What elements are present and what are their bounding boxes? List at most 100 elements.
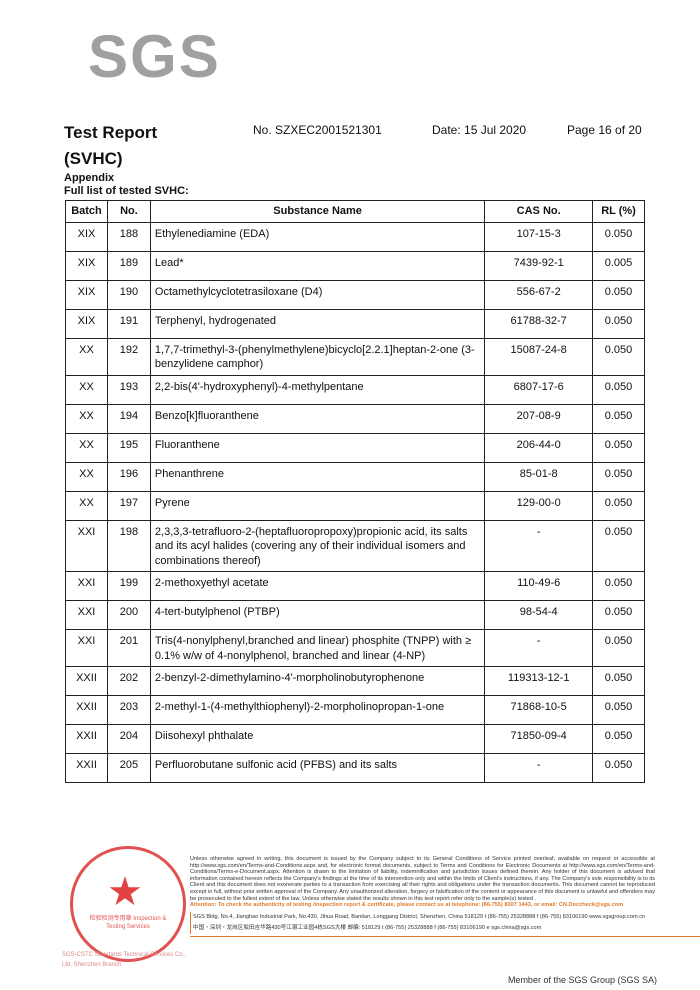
cas-cell: - — [484, 629, 594, 667]
appendix-heading: Appendix Full list of tested SVHC: — [64, 172, 189, 198]
cas-cell: 129-00-0 — [484, 490, 594, 521]
substance-cell: 4-tert-butylphenol (PTBP) — [149, 600, 486, 630]
cas-cell: - — [484, 753, 594, 783]
cas-cell: 61788-32-7 — [484, 308, 594, 339]
substance-cell: Phenanthrene — [149, 461, 486, 492]
no-cell: 190 — [106, 279, 151, 310]
batch-cell: XXII — [65, 695, 108, 725]
list-title: Full list of tested SVHC: — [64, 185, 189, 197]
no-cell: 201 — [106, 629, 151, 667]
cas-cell: 15087-24-8 — [484, 337, 594, 376]
attention-text: Attention: To check the authenticity of … — [190, 902, 624, 909]
no-cell: 204 — [106, 724, 151, 754]
rl-cell: 0.050 — [592, 666, 645, 696]
address-en: SGS Bldg, No.4, Jianghao Industrial Park… — [193, 913, 646, 920]
footer-block: Unless otherwise agreed in writing, this… — [190, 856, 700, 937]
rl-cell: 0.050 — [592, 374, 645, 405]
batch-cell: XX — [65, 403, 108, 434]
substance-cell: 2,3,3,3-tetrafluoro-2-(heptafluoropropox… — [149, 519, 486, 572]
substance-cell: 1,7,7-trimethyl-3-(phenylmethylene)bicyc… — [149, 337, 486, 376]
address-cn: 中国・深圳・龙岗区坂田吉华路430号江灏工业园4栋SGS大楼 邮编: 51812… — [193, 924, 542, 931]
cas-cell: 85-01-8 — [484, 461, 594, 492]
cas-cell: 207-08-9 — [484, 403, 594, 434]
cas-cell: 206-44-0 — [484, 432, 594, 463]
legal-disclaimer: Unless otherwise agreed in writing, this… — [190, 856, 655, 909]
rl-cell: 0.050 — [592, 571, 645, 601]
cas-cell: 71850-09-4 — [484, 724, 594, 754]
company-name: SGS-CSTC Standards Technical Services Co… — [62, 952, 186, 968]
rl-cell: 0.050 — [592, 432, 645, 463]
batch-cell: XIX — [65, 250, 108, 281]
table-row: XXII 204 Diisohexyl phthalate 71850-09-4 0.0… — [65, 724, 645, 754]
batch-cell: XIX — [65, 221, 108, 252]
table-row: XX 197 Pyrene 129-00-0 0.050 — [65, 490, 645, 521]
page-title: Test Report (SVHC) — [64, 120, 157, 172]
rl-cell: 0.050 — [592, 461, 645, 492]
star-icon: ★ — [107, 870, 143, 914]
no-cell: 194 — [106, 403, 151, 434]
batch-cell: XXI — [65, 571, 108, 601]
rl-cell: 0.050 — [592, 695, 645, 725]
table-row: XXII 203 2-methyl-1-(4-methylthiophenyl)-2… — [65, 695, 645, 725]
table-row: XXI 201 Tris(4-nonylphenyl,branched and li… — [65, 629, 645, 667]
no-cell: 205 — [106, 753, 151, 783]
report-date: Date: 15 Jul 2020 — [432, 123, 527, 137]
substance-cell: Ethylenediamine (EDA) — [149, 221, 486, 252]
no-cell: 188 — [106, 221, 151, 252]
substance-cell: 2-methoxyethyl acetate — [149, 571, 486, 601]
sgs-logo: SGS — [88, 23, 221, 90]
rl-cell: 0.050 — [592, 221, 645, 252]
table-row: XIX 189 Lead* 7439-92-1 0.005 — [65, 250, 645, 281]
rl-cell: 0.050 — [592, 519, 645, 572]
batch-cell: XXII — [65, 753, 108, 783]
column-header: Batch — [65, 200, 108, 223]
rl-cell: 0.050 — [592, 308, 645, 339]
address-block: SGS Bldg, No.4, Jianghao Industrial Park… — [190, 911, 655, 934]
cas-cell: 119313-12-1 — [484, 666, 594, 696]
substance-cell: Terphenyl, hydrogenated — [149, 308, 486, 339]
table-row: XXII 205 Perfluorobutane sulfonic acid (PF… — [65, 753, 645, 783]
batch-cell: XX — [65, 461, 108, 492]
table-row: XXI 199 2-methoxyethyl acetate 110-49-6 0.05… — [65, 571, 645, 601]
table-row: XX 193 2,2-bis(4'-hydroxyphenyl)-4-methylp… — [65, 374, 645, 405]
table-row: XIX 190 Octamethylcyclotetrasiloxane (D4) 5… — [65, 279, 645, 310]
substance-cell: Tris(4-nonylphenyl,branched and linear) … — [149, 629, 486, 667]
table-row: XXI 198 2,3,3,3-tetrafluoro-2-(heptafluoro… — [65, 519, 645, 572]
legal-text: Unless otherwise agreed in writing, this… — [190, 856, 655, 902]
substance-cell: Diisohexyl phthalate — [149, 724, 486, 754]
table-row: XXII 202 2-benzyl-2-dimethylamino-4'-morph… — [65, 666, 645, 696]
table-row: XX 195 Fluoranthene 206-44-0 0.050 — [65, 432, 645, 463]
no-cell: 195 — [106, 432, 151, 463]
no-cell: 198 — [106, 519, 151, 572]
no-cell: 202 — [106, 666, 151, 696]
no-cell: 196 — [106, 461, 151, 492]
substance-cell: Lead* — [149, 250, 486, 281]
column-header: CAS No. — [484, 200, 594, 223]
substance-cell: Benzo[k]fluoranthene — [149, 403, 486, 434]
substance-cell: Octamethylcyclotetrasiloxane (D4) — [149, 279, 486, 310]
column-header: No. — [106, 200, 151, 223]
title-line2: (SVHC) — [64, 149, 123, 168]
rl-cell: 0.050 — [592, 279, 645, 310]
divider — [190, 935, 700, 937]
cas-cell: 107-15-3 — [484, 221, 594, 252]
no-cell: 189 — [106, 250, 151, 281]
table-row: XXI 200 4-tert-butylphenol (PTBP) 98-54-4 0.… — [65, 600, 645, 630]
cas-cell: 556-67-2 — [484, 279, 594, 310]
page-number: Page 16 of 20 — [567, 123, 642, 137]
no-cell: 199 — [106, 571, 151, 601]
batch-cell: XIX — [65, 308, 108, 339]
batch-cell: XXI — [65, 519, 108, 572]
cas-cell: - — [484, 519, 594, 572]
substance-cell: Perfluorobutane sulfonic acid (PFBS) and… — [149, 753, 486, 783]
batch-cell: XXII — [65, 666, 108, 696]
table-row: XX 192 1,7,7-trimethyl-3-(phenylmethylene)… — [65, 337, 645, 376]
rl-cell: 0.050 — [592, 600, 645, 630]
member-text: Member of the SGS Group (SGS SA) — [507, 975, 657, 985]
batch-cell: XIX — [65, 279, 108, 310]
batch-cell: XX — [65, 374, 108, 405]
column-header: Substance Name — [149, 200, 486, 223]
title-line1: Test Report — [64, 123, 158, 142]
rl-cell: 0.050 — [592, 629, 645, 667]
no-cell: 203 — [106, 695, 151, 725]
